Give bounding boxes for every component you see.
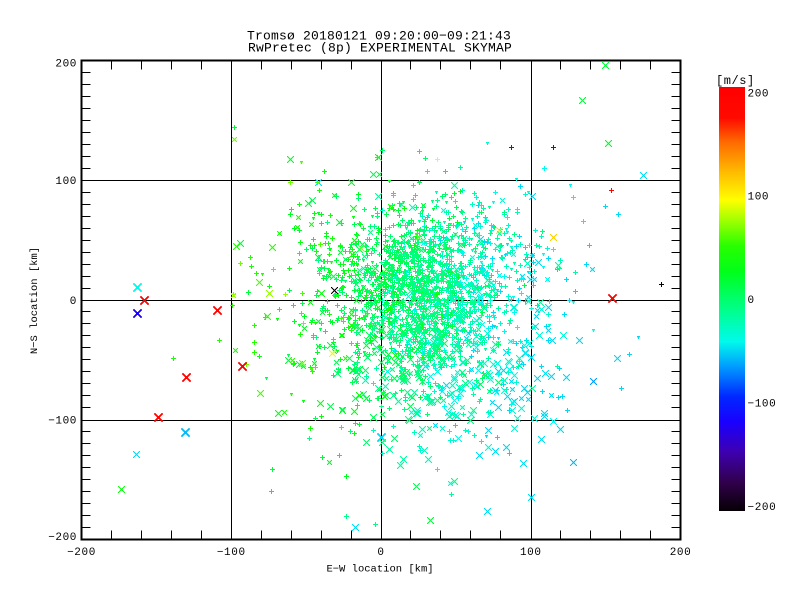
svg-text:−100: −100 xyxy=(748,399,777,411)
svg-text:E−W location [km]: E−W location [km] xyxy=(326,564,433,576)
svg-text:Tromsø 20180121 09:20:00−09:21: Tromsø 20180121 09:20:00−09:21:43 xyxy=(247,28,511,43)
svg-text:−200: −200 xyxy=(48,532,77,544)
svg-text:N−S location [km]: N−S location [km] xyxy=(29,247,41,354)
svg-text:−100: −100 xyxy=(217,547,246,559)
svg-text:RwPretec (8p) EXPERIMENTAL SKY: RwPretec (8p) EXPERIMENTAL SKYMAP xyxy=(248,41,512,56)
svg-text:[m/s]: [m/s] xyxy=(716,74,755,88)
svg-text:200: 200 xyxy=(670,547,692,559)
svg-text:−200: −200 xyxy=(748,502,777,514)
svg-text:100: 100 xyxy=(520,547,542,559)
svg-text:0: 0 xyxy=(748,295,755,307)
svg-text:0: 0 xyxy=(377,547,384,559)
svg-text:−100: −100 xyxy=(48,416,77,428)
svg-text:200: 200 xyxy=(748,88,770,100)
svg-text:200: 200 xyxy=(55,59,77,71)
svg-text:100: 100 xyxy=(55,176,77,188)
svg-text:−200: −200 xyxy=(67,547,96,559)
svg-text:0: 0 xyxy=(70,296,77,308)
svg-text:100: 100 xyxy=(748,192,770,204)
